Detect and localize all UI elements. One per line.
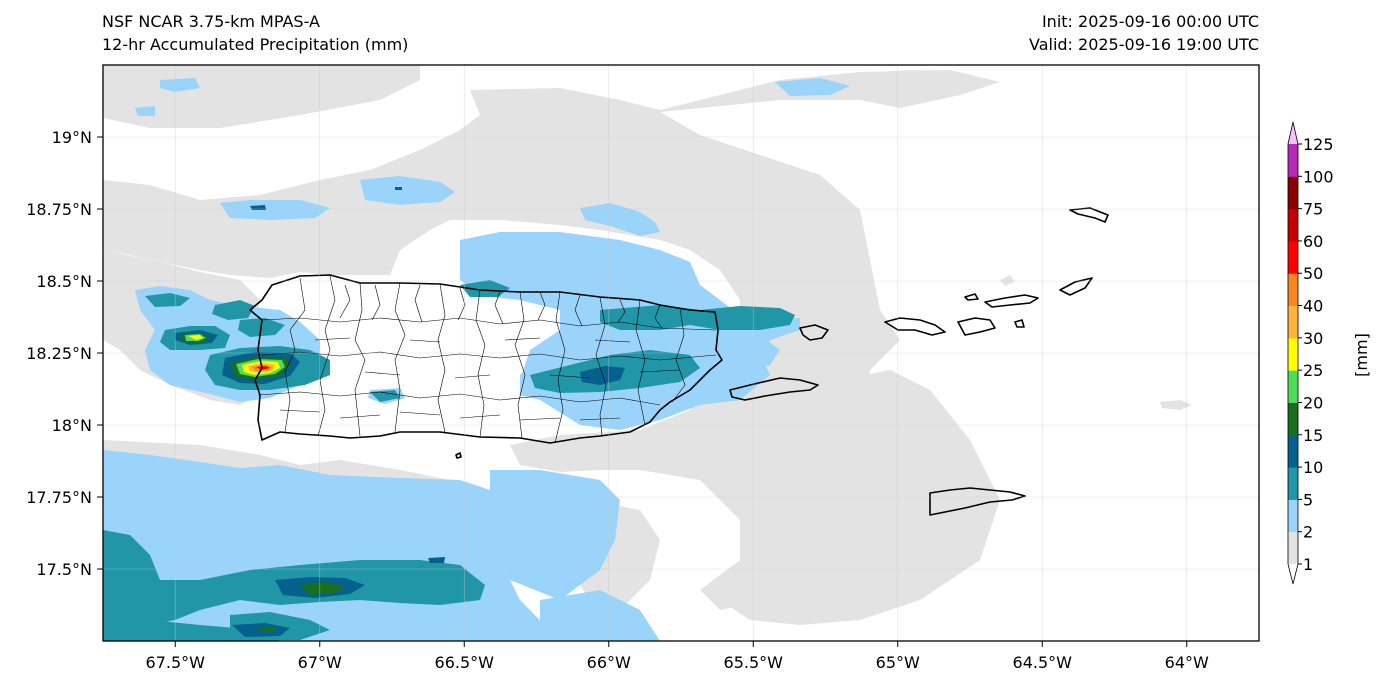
lat-tick-label: 17.5°N <box>36 560 92 579</box>
colorbar-segment <box>1288 337 1298 371</box>
field-title: 12-hr Accumulated Precipitation (mm) <box>102 35 409 54</box>
colorbar-tick-label: 1 <box>1303 555 1313 574</box>
st-thomas-coast <box>884 317 946 336</box>
lon-tick-label: 64°W <box>1165 653 1209 672</box>
colorbar-tick-label: 40 <box>1303 297 1323 316</box>
lon-tick-label: 67°W <box>298 653 342 672</box>
colorbar-segment <box>1288 305 1298 339</box>
colorbar-tick-label: 50 <box>1303 264 1323 283</box>
lon-tick-label: 67.5°W <box>146 653 206 672</box>
caja-de-muertos-coast <box>455 452 462 459</box>
model-title: NSF NCAR 3.75-km MPAS-A <box>102 12 320 31</box>
jost-van-dyke-coast <box>964 293 979 301</box>
lat-tick-label: 19°N <box>52 128 92 147</box>
colorbar-segment <box>1288 467 1298 500</box>
culebra-coast <box>799 324 829 341</box>
precip-field <box>103 65 1259 641</box>
tortola-coast <box>984 294 1039 308</box>
lat-tick-label: 18.5°N <box>36 272 92 291</box>
colorbar-extend-min <box>1288 564 1298 584</box>
lat-tick-label: 18°N <box>52 416 92 435</box>
st-croix-coast <box>929 487 1026 516</box>
colorbar-tick-label: 25 <box>1303 361 1323 380</box>
colorbar-tick-label: 20 <box>1303 393 1323 412</box>
colorbar-tick-label: 125 <box>1303 135 1334 154</box>
longitude-axis: 67.5°W 67°W 66.5°W 66°W 65.5°W 65°W 64.5°W 64°W <box>146 641 1209 672</box>
lat-tick-label: 17.75°N <box>26 488 92 507</box>
valid-time: Valid: 2025-09-16 19:00 UTC <box>1028 35 1259 54</box>
colorbar-tick-label: 5 <box>1303 490 1313 509</box>
colorbar-extend-max <box>1288 122 1298 144</box>
lat-tick-label: 18.25°N <box>26 344 92 363</box>
virgin-gorda-coast <box>1059 277 1093 296</box>
precip-50mm-layer <box>256 366 270 370</box>
colorbar-segment <box>1288 434 1298 468</box>
colorbar-segment <box>1288 176 1298 210</box>
colorbar-tick-label: 10 <box>1303 458 1323 477</box>
latitude-axis: 19°N 18.75°N 18.5°N 18.25°N 18°N 17.75°N 17.5°… <box>26 128 103 579</box>
small-cay-coast <box>1014 319 1025 328</box>
init-time: Init: 2025-09-16 00:00 UTC <box>1041 12 1259 31</box>
lon-tick-label: 65.5°W <box>724 653 784 672</box>
colorbar-tick-label: 30 <box>1303 329 1323 348</box>
colorbar-segment <box>1288 273 1298 307</box>
colorbar-unit-label: [mm] <box>1352 333 1371 377</box>
gridlines <box>103 65 1259 641</box>
colorbar-segment <box>1288 208 1298 242</box>
colorbar-tick-label: 75 <box>1303 200 1323 219</box>
colorbar-tick-label: 100 <box>1303 167 1334 186</box>
anegada-coast <box>1069 207 1109 223</box>
colorbar-segment <box>1288 144 1298 177</box>
lat-tick-label: 18.75°N <box>26 200 92 219</box>
colorbar-segment <box>1288 240 1298 274</box>
vieques-coast <box>729 377 819 401</box>
municipality-boundaries <box>257 275 717 444</box>
colorbar-tick-label: 2 <box>1303 523 1313 542</box>
colorbar-segment <box>1288 402 1298 436</box>
lon-tick-label: 66.5°W <box>435 653 495 672</box>
st-john-coast <box>957 317 996 336</box>
lon-tick-label: 66°W <box>587 653 631 672</box>
colorbar-segment <box>1288 499 1298 533</box>
lon-tick-label: 65°W <box>876 653 920 672</box>
lon-tick-label: 64.5°W <box>1013 653 1073 672</box>
colorbar-tick-label: 15 <box>1303 426 1323 445</box>
colorbar-segment <box>1288 370 1298 403</box>
colorbar-segment <box>1288 531 1298 565</box>
colorbar-tick-label: 60 <box>1303 232 1323 251</box>
